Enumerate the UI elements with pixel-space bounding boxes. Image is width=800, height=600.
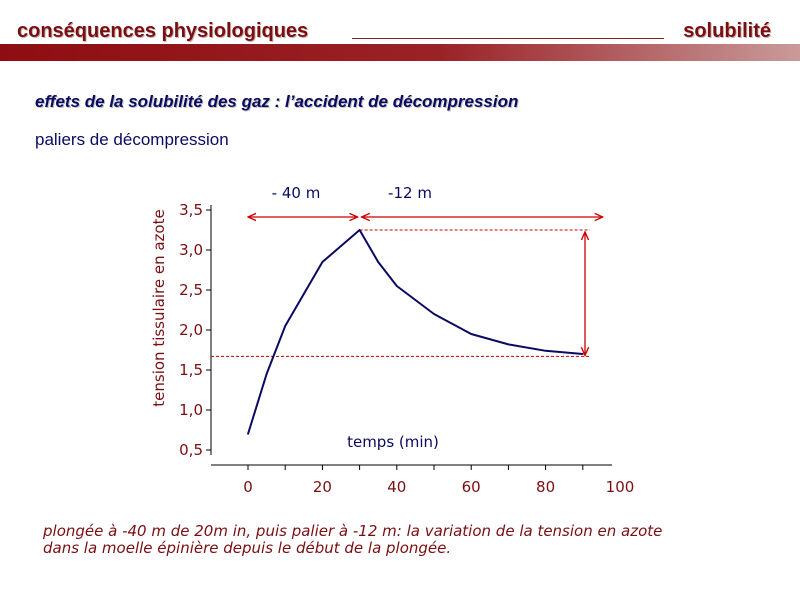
figure-caption: plongée à -40 m de 20m in, puis palier à… [43,523,662,557]
y-tick-label: 3,0 [179,241,203,259]
data-point [396,285,398,287]
series-layer [247,229,584,435]
annotation-layer: - 40 m -12 m [248,184,603,355]
data-point [544,350,547,352]
x-tick-label: 20 [313,478,332,496]
slide-subtitle: effets de la solubilité des gaz : l’acci… [35,92,519,111]
y-tick-label: 1,5 [179,361,203,379]
y-tick-label: 2,0 [179,321,203,339]
x-axis-label: temps (min) [347,433,439,451]
data-point [284,325,287,327]
data-point [507,343,510,346]
header-band [0,44,800,61]
reference-lines [211,229,590,357]
data-point [321,261,324,263]
data-point [358,229,361,231]
data-point [265,373,268,375]
data-point [340,245,342,247]
phase-label: -12 m [388,184,432,202]
x-tick-label: 100 [606,478,635,496]
x-tick-label: 80 [536,478,555,496]
x-tick-label: 60 [462,478,481,496]
data-point [582,353,584,355]
page-header-topic: solubilité [683,20,771,42]
caption-line-1: plongée à -40 m de 20m in, puis palier à… [43,522,663,540]
y-tick-label: 2,5 [179,281,203,299]
y-tick-label: 1,0 [179,401,203,419]
section-label: paliers de décompression [35,130,229,149]
data-point [247,433,249,435]
x-tick-label: 0 [243,478,253,496]
page-header-title: conséquences physiologiques [17,20,309,42]
data-point [303,293,305,295]
x-tick-label: 40 [387,478,406,496]
data-point [377,261,380,263]
y-tick-label: 3,5 [179,201,203,219]
header-rule [352,38,664,39]
data-point [433,313,435,315]
data-point [470,333,473,335]
phase-label: - 40 m [272,184,321,202]
y-axis-label: tension tissulaire en azote [150,209,168,406]
caption-line-2: dans la moelle épinière depuis le début … [43,539,452,557]
nitrogen-tension-line [247,229,583,435]
chart-axes: 0,5 1,0 1,5 2,0 2,5 3,0 3,5 0 20 40 60 80 100 temps (… [150,201,634,496]
y-tick-label: 0,5 [179,441,203,459]
